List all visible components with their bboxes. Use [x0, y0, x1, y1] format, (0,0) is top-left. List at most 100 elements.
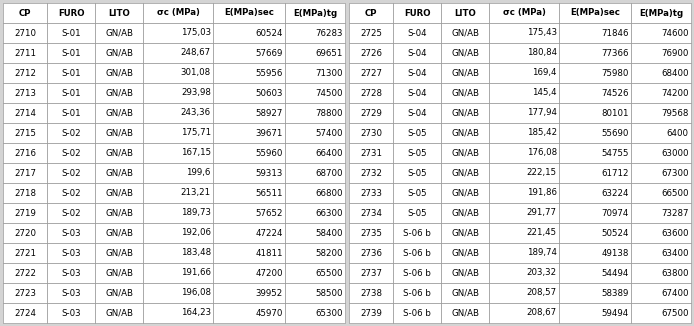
Bar	[47, 203, 95, 223]
Bar	[349, 263, 393, 283]
Bar	[285, 123, 345, 143]
Text: 68400: 68400	[661, 68, 688, 78]
Bar	[285, 23, 345, 43]
Text: S-06 b: S-06 b	[403, 248, 432, 258]
Bar	[489, 143, 559, 163]
Bar	[349, 243, 393, 263]
Text: S-04: S-04	[407, 28, 428, 37]
Text: 59313: 59313	[255, 169, 282, 177]
Bar	[285, 263, 345, 283]
Bar	[95, 303, 143, 323]
Text: 177,94: 177,94	[527, 109, 557, 117]
Text: 2727: 2727	[360, 68, 382, 78]
Text: GN/AB: GN/AB	[451, 248, 480, 258]
Text: 2737: 2737	[360, 269, 382, 277]
Bar	[441, 3, 489, 23]
Bar	[489, 3, 559, 23]
Text: 76900: 76900	[661, 49, 688, 57]
Bar	[213, 243, 285, 263]
Bar	[489, 223, 559, 243]
Text: GN/AB: GN/AB	[105, 88, 133, 97]
Text: 54494: 54494	[601, 269, 629, 277]
Text: 208,57: 208,57	[527, 289, 557, 298]
Text: 191,66: 191,66	[181, 269, 211, 277]
Text: 291,77: 291,77	[527, 209, 557, 217]
Text: 69651: 69651	[315, 49, 343, 57]
Bar	[441, 103, 489, 123]
Bar	[47, 83, 95, 103]
Text: 57669: 57669	[255, 49, 282, 57]
Text: 2736: 2736	[360, 248, 382, 258]
Bar	[393, 243, 441, 263]
Bar	[213, 263, 285, 283]
Bar	[441, 23, 489, 43]
Bar	[285, 103, 345, 123]
Text: 47224: 47224	[255, 229, 282, 238]
Bar	[3, 183, 47, 203]
Bar	[47, 183, 95, 203]
Bar	[95, 243, 143, 263]
Bar	[285, 243, 345, 263]
Bar	[95, 83, 143, 103]
Text: 2717: 2717	[15, 169, 36, 177]
Bar	[95, 103, 143, 123]
Bar	[143, 83, 213, 103]
Text: GN/AB: GN/AB	[105, 188, 133, 198]
Text: GN/AB: GN/AB	[105, 209, 133, 217]
Bar	[47, 143, 95, 163]
Bar	[631, 243, 691, 263]
Bar	[393, 103, 441, 123]
Text: 65500: 65500	[315, 269, 343, 277]
Bar	[143, 283, 213, 303]
Bar	[441, 183, 489, 203]
Text: 301,08: 301,08	[180, 68, 211, 78]
Text: 58500: 58500	[315, 289, 343, 298]
Bar	[47, 23, 95, 43]
Bar	[631, 103, 691, 123]
Text: 2722: 2722	[15, 269, 36, 277]
Bar	[489, 83, 559, 103]
Bar	[441, 83, 489, 103]
Text: 66400: 66400	[315, 149, 343, 157]
Text: 50603: 50603	[255, 88, 282, 97]
Text: 54755: 54755	[601, 149, 629, 157]
Text: 183,48: 183,48	[180, 248, 211, 258]
Bar	[631, 23, 691, 43]
Text: E(MPa)sec: E(MPa)sec	[570, 8, 620, 18]
Text: 67400: 67400	[661, 289, 688, 298]
Text: 2721: 2721	[15, 248, 36, 258]
Bar	[393, 303, 441, 323]
Bar	[393, 183, 441, 203]
Bar	[143, 43, 213, 63]
Text: 2732: 2732	[360, 169, 382, 177]
Bar	[559, 3, 631, 23]
Bar	[143, 63, 213, 83]
Text: S-06 b: S-06 b	[403, 308, 432, 318]
Text: 59494: 59494	[602, 308, 629, 318]
Bar	[213, 223, 285, 243]
Text: GN/AB: GN/AB	[451, 88, 480, 97]
Bar	[213, 163, 285, 183]
Bar	[489, 163, 559, 183]
Text: 63400: 63400	[661, 248, 688, 258]
Text: 2734: 2734	[360, 209, 382, 217]
Text: 191,86: 191,86	[527, 188, 557, 198]
Bar	[631, 223, 691, 243]
Text: 2719: 2719	[15, 209, 36, 217]
Text: S-03: S-03	[62, 269, 81, 277]
Text: 192,06: 192,06	[181, 229, 211, 238]
Bar	[213, 103, 285, 123]
Bar	[393, 163, 441, 183]
Bar	[559, 23, 631, 43]
Text: 199,6: 199,6	[187, 169, 211, 177]
Text: GN/AB: GN/AB	[105, 128, 133, 138]
Text: S-02: S-02	[62, 209, 81, 217]
Text: 58400: 58400	[315, 229, 343, 238]
Text: 2730: 2730	[360, 128, 382, 138]
Text: GN/AB: GN/AB	[451, 49, 480, 57]
Bar	[285, 83, 345, 103]
Text: GN/AB: GN/AB	[105, 169, 133, 177]
Bar	[3, 43, 47, 63]
Text: 2723: 2723	[15, 289, 36, 298]
Bar	[489, 103, 559, 123]
